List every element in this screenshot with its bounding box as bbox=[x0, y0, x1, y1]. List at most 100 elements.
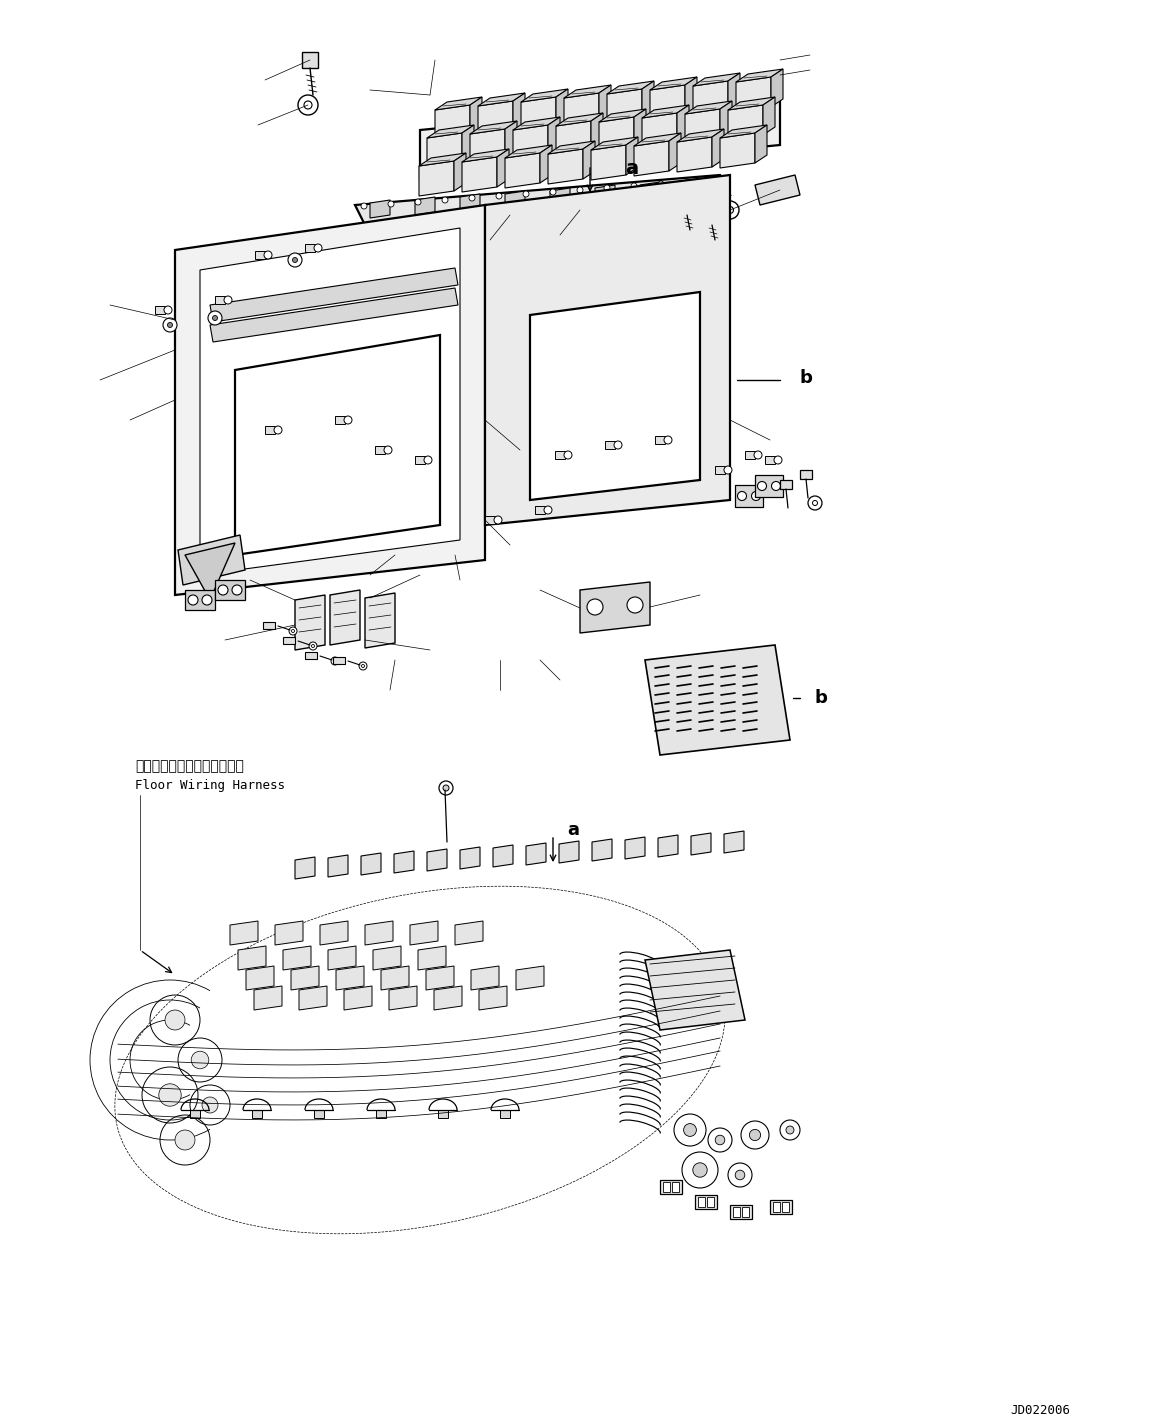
Circle shape bbox=[344, 416, 352, 424]
Circle shape bbox=[274, 426, 281, 434]
Bar bbox=[765, 456, 775, 464]
Circle shape bbox=[751, 491, 761, 500]
Bar bbox=[374, 446, 385, 454]
Circle shape bbox=[224, 296, 231, 304]
Bar bbox=[155, 306, 165, 314]
Polygon shape bbox=[462, 157, 497, 191]
Circle shape bbox=[587, 598, 602, 615]
Polygon shape bbox=[478, 101, 513, 136]
Bar bbox=[302, 51, 317, 69]
Bar bbox=[485, 516, 495, 524]
Polygon shape bbox=[728, 73, 740, 111]
Polygon shape bbox=[755, 126, 768, 163]
Polygon shape bbox=[625, 837, 645, 860]
Polygon shape bbox=[254, 985, 281, 1010]
Polygon shape bbox=[419, 153, 466, 166]
Polygon shape bbox=[513, 117, 561, 130]
Polygon shape bbox=[526, 843, 545, 865]
Bar bbox=[335, 416, 345, 424]
Circle shape bbox=[309, 643, 317, 650]
Bar bbox=[305, 653, 317, 658]
Bar bbox=[605, 441, 615, 448]
Polygon shape bbox=[728, 106, 763, 140]
Bar bbox=[376, 1110, 386, 1118]
Circle shape bbox=[415, 198, 421, 206]
Polygon shape bbox=[355, 176, 730, 226]
Polygon shape bbox=[580, 583, 650, 633]
Polygon shape bbox=[485, 176, 730, 526]
Polygon shape bbox=[548, 141, 595, 154]
Bar bbox=[672, 1182, 679, 1192]
Polygon shape bbox=[328, 855, 348, 877]
Bar bbox=[255, 251, 265, 258]
Polygon shape bbox=[247, 965, 274, 990]
Polygon shape bbox=[650, 77, 697, 90]
Polygon shape bbox=[736, 69, 783, 81]
Polygon shape bbox=[505, 191, 525, 208]
Bar bbox=[535, 506, 545, 514]
Polygon shape bbox=[693, 73, 740, 86]
Polygon shape bbox=[185, 543, 235, 600]
Circle shape bbox=[725, 466, 732, 474]
Circle shape bbox=[808, 496, 822, 510]
Polygon shape bbox=[728, 97, 775, 110]
Polygon shape bbox=[640, 181, 659, 200]
Circle shape bbox=[208, 311, 222, 326]
Polygon shape bbox=[427, 850, 447, 871]
Polygon shape bbox=[642, 113, 677, 149]
Polygon shape bbox=[677, 106, 688, 143]
Polygon shape bbox=[599, 117, 634, 151]
Circle shape bbox=[188, 595, 198, 605]
Polygon shape bbox=[454, 153, 466, 191]
Polygon shape bbox=[505, 153, 540, 188]
Polygon shape bbox=[712, 129, 725, 167]
Circle shape bbox=[675, 1114, 706, 1147]
Circle shape bbox=[757, 481, 766, 490]
Circle shape bbox=[658, 181, 664, 187]
Polygon shape bbox=[591, 137, 638, 150]
Circle shape bbox=[577, 187, 583, 193]
Polygon shape bbox=[388, 985, 418, 1010]
Polygon shape bbox=[427, 126, 475, 139]
Polygon shape bbox=[548, 149, 583, 184]
Polygon shape bbox=[461, 847, 480, 870]
Polygon shape bbox=[685, 109, 720, 144]
Bar bbox=[800, 470, 812, 478]
Bar bbox=[705, 216, 719, 226]
Polygon shape bbox=[650, 86, 685, 120]
Bar bbox=[283, 637, 295, 644]
Polygon shape bbox=[174, 206, 485, 595]
Circle shape bbox=[684, 1124, 697, 1137]
Bar bbox=[680, 206, 694, 216]
Bar bbox=[698, 1197, 705, 1207]
Circle shape bbox=[438, 781, 454, 795]
Circle shape bbox=[737, 491, 747, 500]
Polygon shape bbox=[462, 149, 509, 161]
Circle shape bbox=[523, 191, 529, 197]
Polygon shape bbox=[634, 133, 682, 146]
Polygon shape bbox=[415, 197, 435, 216]
Circle shape bbox=[174, 1130, 195, 1150]
Polygon shape bbox=[291, 965, 319, 990]
Circle shape bbox=[495, 193, 502, 198]
Polygon shape bbox=[691, 833, 711, 855]
Bar bbox=[333, 657, 345, 664]
Polygon shape bbox=[373, 945, 401, 970]
Circle shape bbox=[288, 627, 297, 635]
Bar bbox=[215, 580, 245, 600]
Bar bbox=[500, 1110, 511, 1118]
Polygon shape bbox=[505, 121, 518, 159]
Polygon shape bbox=[516, 965, 544, 990]
Polygon shape bbox=[211, 288, 458, 341]
Polygon shape bbox=[626, 137, 638, 176]
Polygon shape bbox=[411, 921, 438, 945]
Bar bbox=[305, 244, 315, 251]
Polygon shape bbox=[513, 126, 548, 160]
Polygon shape bbox=[755, 176, 800, 206]
Polygon shape bbox=[493, 845, 513, 867]
Polygon shape bbox=[211, 268, 458, 321]
Polygon shape bbox=[540, 146, 552, 183]
Bar bbox=[555, 451, 565, 458]
Polygon shape bbox=[344, 985, 372, 1010]
Polygon shape bbox=[238, 945, 266, 970]
